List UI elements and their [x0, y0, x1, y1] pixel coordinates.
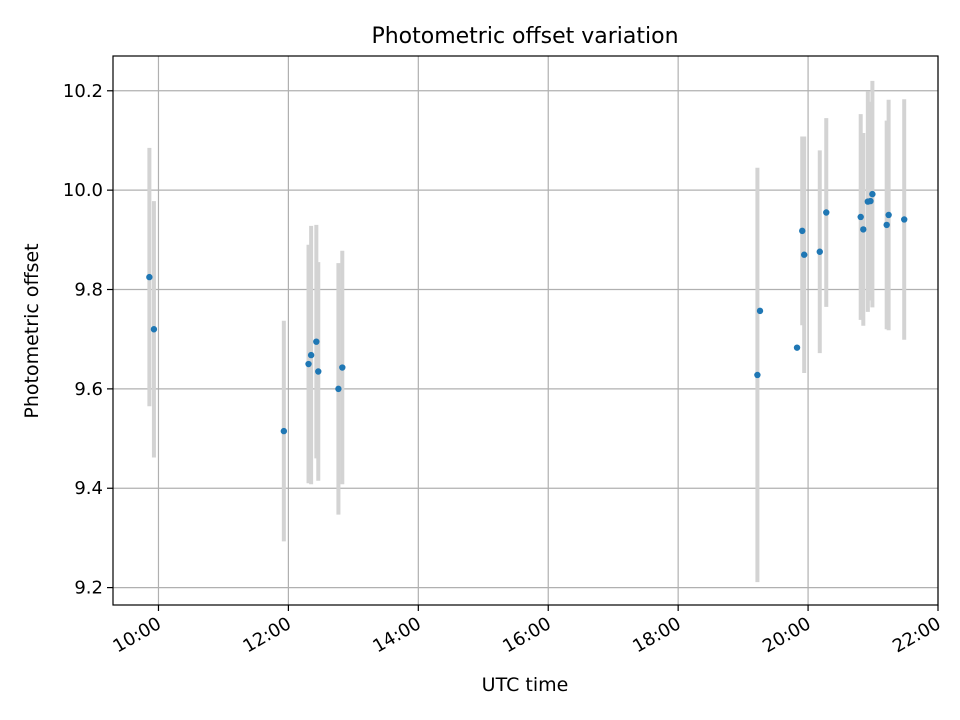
data-point: [335, 385, 342, 393]
data-point: [816, 248, 823, 255]
chart-title: Photometric offset variation: [371, 24, 678, 49]
y-axis-label: Photometric offset: [21, 243, 43, 418]
data-point: [823, 209, 830, 216]
x-axis-label: UTC time: [482, 674, 569, 696]
data-point: [800, 251, 808, 258]
data-point: [793, 344, 801, 351]
data-point: [857, 213, 864, 221]
y-axis-ticks: 9.2 9.4 9.6 9.8 10.0 10.2: [63, 81, 113, 599]
data-point: [146, 273, 153, 281]
data-point: [869, 190, 876, 198]
data-point: [860, 226, 867, 233]
y-tick-label: 9.6: [74, 379, 103, 400]
data-point: [305, 360, 312, 368]
plot-frame: [112, 55, 939, 606]
y-tick-label: 9.2: [74, 578, 103, 599]
data-point: [883, 221, 890, 229]
y-tick-label: 10.2: [63, 81, 103, 102]
data-point: [315, 368, 322, 375]
data-points: [146, 190, 908, 435]
grid-lines: [113, 56, 939, 605]
data-point: [280, 427, 288, 435]
data-point: [339, 364, 346, 371]
data-point: [313, 338, 320, 345]
y-tick-label: 9.8: [74, 280, 103, 301]
data-point: [307, 351, 315, 359]
y-tick-label: 10.0: [63, 180, 103, 201]
data-point: [885, 211, 892, 219]
y-tick-label: 9.4: [74, 478, 103, 499]
data-point: [756, 307, 764, 315]
data-point: [901, 216, 908, 223]
data-point: [754, 371, 761, 379]
data-point: [150, 326, 158, 333]
data-point: [799, 227, 806, 235]
data-point: [867, 197, 874, 205]
